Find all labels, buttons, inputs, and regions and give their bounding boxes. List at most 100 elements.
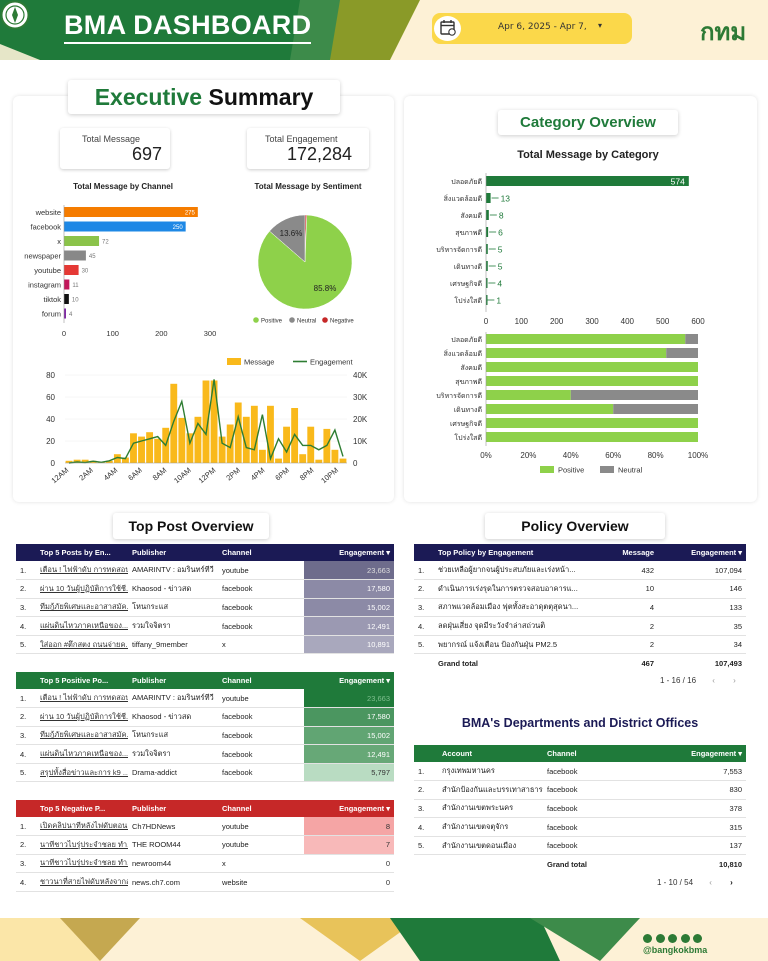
category-data-label: 13 [501, 194, 511, 204]
legend-neutral-swatch [600, 466, 614, 473]
channel-cell: website [218, 872, 304, 892]
publisher-cell: AMARINTV : อมรินทร์ทีวี [128, 561, 218, 581]
channel-tick: 300 [204, 329, 217, 338]
channel-tick: 100 [106, 329, 119, 338]
table-row[interactable]: 1. เตือน ! ไฟฟ้าดับ การทดสอบ... AMARINTV :… [16, 561, 394, 581]
table-row[interactable]: 2. สำนักป้องกันและบรรเทาสาธาร... facebook 8… [414, 780, 746, 800]
header-index [16, 544, 36, 561]
hour-message-bar [113, 454, 121, 463]
hour-x-tick: 10AM [172, 466, 193, 485]
table-row[interactable]: 5. พยากรณ์ แจ้งเตือน ป้องกันฝุ่น PM2.5 2 34 [414, 635, 746, 655]
channel-label: instagram [28, 281, 61, 290]
table-row[interactable]: 5. สำนักงานเขตดอนเมือง facebook 137 [414, 836, 746, 856]
next-page-icon[interactable]: › [730, 878, 733, 887]
channel-label: facebook [31, 223, 62, 232]
social-handle: @bangkokbma [643, 945, 708, 955]
table-row[interactable]: 4. ลดฝุ่นเสี่ยง จุดมีระวังจำล่าสถ่วนติ 2 35 [414, 616, 746, 636]
policy-name: ลดฝุ่นเสี่ยง จุดมีระวังจำล่าสถ่วนติ [434, 616, 596, 636]
post-link: สรุปทั้งสื่อข่าวและการ k9 ... [36, 763, 128, 783]
table-row[interactable]: 2. ผ่าน 10 วันผู้ปฏิบัติการใช้ชี... Khaoso… [16, 579, 394, 599]
hour-x-tick: 2AM [77, 466, 95, 483]
row-index: 1. [414, 762, 438, 782]
table-row[interactable]: 1. ช่วยเหลือผู้ยากจนผู้ประสบภัยและเร่งหน้… [414, 561, 746, 581]
policy-name: ช่วยเหลือผู้ยากจนผู้ประสบภัยและเร่งหน้า.… [434, 561, 596, 581]
table-row[interactable]: 5. ใส่ออก #ตึกสตง ถนนจ่ายค... tiffany_9mem… [16, 635, 394, 655]
executive-summary-title-b: Summary [208, 84, 314, 110]
sentiment-pie-chart: 85.8% 13.6% Positive Neutral Negative [253, 214, 354, 325]
row-index: 2. [16, 579, 36, 599]
date-range-picker[interactable]: Apr 6, 2025 - Apr 7, 20 ▾ [432, 13, 632, 44]
row-index [414, 855, 438, 874]
engagement-cell: 15,002 [304, 726, 394, 746]
channel-cell: youtube [218, 561, 304, 581]
table-row[interactable]: 3. สำนักงานเขตพระนคร facebook 378 [414, 799, 746, 819]
hour-y2-tick: 40K [353, 371, 368, 380]
category-overview-title: Category Overview [498, 110, 678, 135]
category-label: สุขภาพดี [455, 229, 482, 237]
column-header: Channel [222, 548, 252, 557]
hour-x-tick: 10PM [319, 466, 340, 485]
table-row[interactable]: 3. นาทีชาวไบรุ่ประจำชลย ทำ... newroom44 x 0 [16, 854, 394, 874]
social-links[interactable]: @bangkokbma [643, 934, 768, 955]
footer-decoration [0, 918, 640, 961]
departments-title: BMA's Departments and District Offices [443, 712, 717, 734]
engagement-cell: 137 [643, 836, 746, 856]
prev-page-icon[interactable]: ‹ [709, 878, 712, 887]
executive-summary-title: Executive Summary [68, 80, 340, 114]
row-index: 4. [414, 616, 434, 636]
policy-name: พยากรณ์ แจ้งเตือน ป้องกันฝุ่น PM2.5 [434, 635, 596, 655]
row-index: 3. [16, 726, 36, 746]
youtube-icon[interactable] [668, 934, 678, 943]
category-data-label: 4 [497, 279, 502, 289]
x-icon[interactable] [643, 934, 652, 943]
table-row[interactable]: 3. ทีมกู้ภัยพิเศษและอาสาสมัค... โหนกระแส fa… [16, 598, 394, 618]
engagement-cell: 17,580 [304, 707, 394, 727]
engagement-cell: 830 [643, 780, 746, 800]
channel-label: tiktok [43, 295, 61, 304]
table-row[interactable]: 3. สภาพแวดล้อมเมือง ฟุตทั้งสะอาดุตตุสุดนา… [414, 598, 746, 618]
channel-cell: youtube [218, 689, 304, 709]
table-row[interactable]: 3. ทีมกู้ภัยพิเศษและอาสาสมัค... โหนกระแส fa… [16, 726, 394, 746]
column-header: Top 5 Positive Po... [40, 676, 109, 685]
engagement-cell: 23,663 [304, 689, 394, 709]
sentiment-legend-dot [289, 317, 295, 323]
channel-bar [64, 294, 69, 304]
catpct-positive-bar [486, 348, 667, 358]
sentiment-legend-dot [322, 317, 328, 323]
table-row[interactable]: 1. เปิดคลิปนาทีหลังไฟดับตอน... Ch7HDNews yo… [16, 817, 394, 837]
table-row[interactable]: 4. แผ่นดินไหวภาคเหนือของ... รวมใจจิตรา face… [16, 744, 394, 764]
column-header: Publisher [132, 548, 167, 557]
category-bar [486, 210, 489, 220]
table-row[interactable]: 1. กรุงเทพมหานคร facebook 7,553 [414, 762, 746, 782]
tiktok-icon[interactable] [693, 934, 703, 943]
instagram-icon[interactable] [680, 934, 690, 943]
hour-y-tick: 60 [46, 393, 55, 402]
next-page-icon[interactable]: › [733, 676, 736, 685]
grand-total-spacer [438, 855, 543, 874]
policy-overview-title: Policy Overview [485, 513, 665, 539]
table-row[interactable]: 2. นาทีชาวไบรุ่ประจำชลย ทำ... THE ROOM44 yo… [16, 835, 394, 855]
publisher-cell: รวมใจจิตรา [128, 616, 218, 636]
row-index: 5. [16, 635, 36, 655]
hour-message-bar [275, 458, 282, 463]
hour-x-tick: 12AM [49, 466, 70, 485]
category-label: ปลอดภัยดี [451, 178, 482, 186]
table-row[interactable]: 5. สรุปทั้งสื่อข่าวและการ k9 ... Drama-add… [16, 763, 394, 783]
table-row[interactable]: 4. ชาวนาที่สายไฟดับหลังจากอ... news.ch7.co… [16, 872, 394, 892]
sentiment-legend-dot [253, 317, 259, 323]
catpct-label: เดินทางดี [454, 406, 482, 414]
table-row[interactable]: 4. แผ่นดินไหวภาคเหนือของ... รวมใจจิตรา face… [16, 616, 394, 636]
table-row[interactable]: 2. ผ่าน 10 วันผู้ปฏิบัติการใช้ชี... Khaoso… [16, 707, 394, 727]
legend-positive-swatch [540, 466, 554, 473]
table-row[interactable]: 2. ดำเนินการเร่งรุดในการตรวจสอบอาคารแ... 1… [414, 579, 746, 599]
prev-page-icon[interactable]: ‹ [712, 676, 715, 685]
facebook-icon[interactable] [655, 934, 665, 943]
total-message-kpi: Total Message 697 [60, 128, 170, 169]
catpct-positive-bar [486, 376, 698, 386]
category-chart-title: Total Message by Category [517, 149, 659, 161]
category-label: โปร่งใสดี [454, 296, 482, 305]
table-row[interactable]: 4. สำนักงานเขตจตุจักร facebook 315 [414, 817, 746, 837]
message-cell: 4 [596, 598, 658, 618]
table-row[interactable]: 1. เตือน ! ไฟฟ้าดับ การทดสอบ... AMARINTV :… [16, 689, 394, 709]
publisher-cell: รวมใจจิตรา [128, 744, 218, 764]
